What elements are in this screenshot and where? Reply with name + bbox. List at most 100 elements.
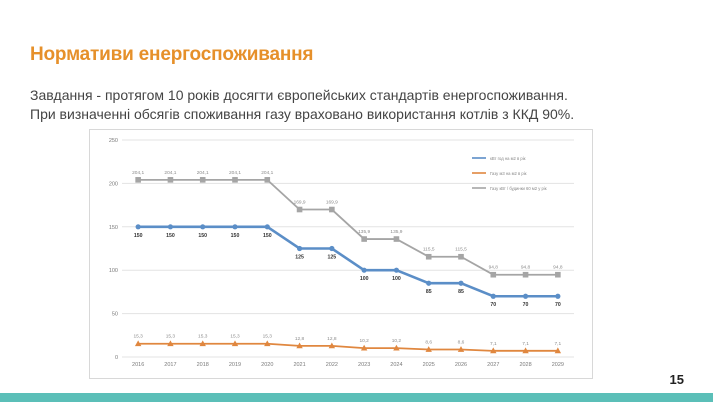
series-point [329, 206, 335, 213]
data-label: 150 [166, 233, 175, 239]
y-tick-label: 200 [109, 181, 118, 187]
subtitle-line-2: При визначенні обсягів споживання газу в… [30, 106, 575, 122]
series-point [134, 340, 142, 347]
series-point [264, 224, 270, 230]
slide-title: Нормативи енергоспоживання [30, 44, 314, 65]
data-label: 7,1 [522, 341, 529, 347]
x-tick-label: 2024 [390, 362, 402, 368]
data-label: 85 [458, 289, 464, 295]
energy-chart-frame: 0 50 100 150 200 250 2016 2017 2018 2019 2020 2021 2… [89, 129, 593, 379]
x-tick-label: 2019 [229, 362, 241, 368]
series-point [555, 271, 561, 278]
data-label: 70 [523, 302, 529, 308]
series-point [199, 340, 206, 347]
x-tick-label: 2017 [164, 362, 176, 368]
slide-subtitle: Завдання - протягом 10 років досягти євр… [30, 86, 690, 124]
data-label: 204,1 [132, 170, 144, 176]
data-label: 8,6 [458, 340, 465, 346]
series-point [200, 224, 206, 230]
series-point [458, 280, 464, 286]
x-tick-label: 2022 [326, 362, 338, 368]
series-point [199, 177, 206, 183]
data-label: 70 [555, 302, 561, 308]
series-line-3 [138, 178, 558, 276]
data-label: 150 [263, 233, 272, 239]
y-tick-label: 250 [109, 138, 118, 144]
series-point [425, 253, 432, 260]
series-layer [134, 177, 562, 354]
data-label: 100 [392, 276, 401, 282]
data-label: 7,1 [490, 341, 497, 347]
data-label: 94,8 [489, 265, 499, 271]
y-tick-label: 50 [112, 312, 118, 318]
data-label: 15,3 [263, 334, 273, 340]
data-label: 7,1 [555, 341, 562, 347]
data-label: 169,9 [294, 200, 306, 206]
series-point [554, 347, 562, 354]
data-label: 100 [360, 276, 369, 282]
axis-labels: 0 50 100 150 200 250 2016 2017 2018 2019 2020 2021 2… [109, 138, 564, 368]
x-tick-label: 2023 [358, 362, 370, 368]
data-label: 204,1 [164, 170, 176, 176]
legend-label-3: Газу кВт / будинки 60 м2 у рік [490, 186, 547, 191]
energy-line-chart: 0 50 100 150 200 250 2016 2017 2018 2019 2020 2021 2… [109, 138, 574, 368]
data-label: 10,2 [359, 338, 369, 344]
series-point [522, 347, 529, 354]
series-point [296, 245, 303, 252]
y-tick-label: 100 [109, 268, 118, 274]
data-label: 204,1 [197, 170, 209, 176]
series-point [264, 177, 271, 183]
data-label: 12,8 [327, 336, 337, 342]
series-point [393, 236, 400, 242]
x-tick-label: 2016 [132, 362, 144, 368]
series-point [167, 224, 174, 230]
x-tick-label: 2028 [519, 362, 531, 368]
data-label: 15,3 [133, 334, 143, 340]
series-point [361, 236, 367, 242]
data-label: 135,9 [390, 229, 402, 235]
series-point [232, 224, 238, 230]
data-label: 115,5 [423, 247, 435, 253]
series-point [361, 267, 367, 273]
series-point [329, 245, 335, 252]
x-tick-label: 2018 [197, 362, 209, 368]
data-label: 15,3 [198, 334, 208, 340]
x-tick-label: 2027 [487, 362, 499, 368]
data-label: 94,8 [521, 265, 531, 271]
y-tick-label: 150 [109, 225, 118, 231]
series-point [393, 267, 400, 273]
series-point [425, 346, 432, 352]
subtitle-line-1: Завдання - протягом 10 років досягти євр… [30, 87, 568, 103]
data-label: 85 [426, 289, 432, 295]
data-label: 70 [490, 302, 496, 308]
series-point [231, 340, 239, 347]
data-label: 10,2 [392, 338, 402, 344]
series-point [522, 271, 529, 278]
data-label: 8,6 [425, 340, 432, 346]
data-label: 125 [295, 255, 304, 261]
footer-band [0, 393, 713, 402]
series-point [296, 342, 303, 349]
series-point [393, 344, 400, 351]
x-tick-label: 2026 [455, 362, 467, 368]
series-point [490, 347, 497, 354]
y-tick-label: 0 [115, 355, 118, 361]
data-label: 135,9 [358, 229, 370, 235]
data-labels: 150 150 150 150 150 125 125 100 100 85 85 70 70 70 15,… [132, 170, 563, 347]
x-tick-label: 2025 [423, 362, 435, 368]
data-label: 115,5 [455, 247, 467, 253]
series-point [360, 344, 368, 351]
series-point [458, 253, 464, 260]
data-label: 125 [328, 255, 337, 261]
series-point [490, 293, 496, 299]
series-line-2 [138, 342, 558, 352]
chart-legend: кВт год на м2 в рік Газу м3 на м2 в рік Га… [472, 156, 547, 191]
series-point [167, 177, 174, 183]
series-point [328, 342, 336, 349]
data-label: 15,3 [230, 334, 240, 340]
series-point [264, 340, 271, 347]
x-tick-label: 2029 [552, 362, 564, 368]
series-point [426, 280, 432, 286]
page-number: 15 [669, 372, 684, 387]
data-label: 204,1 [229, 170, 241, 176]
